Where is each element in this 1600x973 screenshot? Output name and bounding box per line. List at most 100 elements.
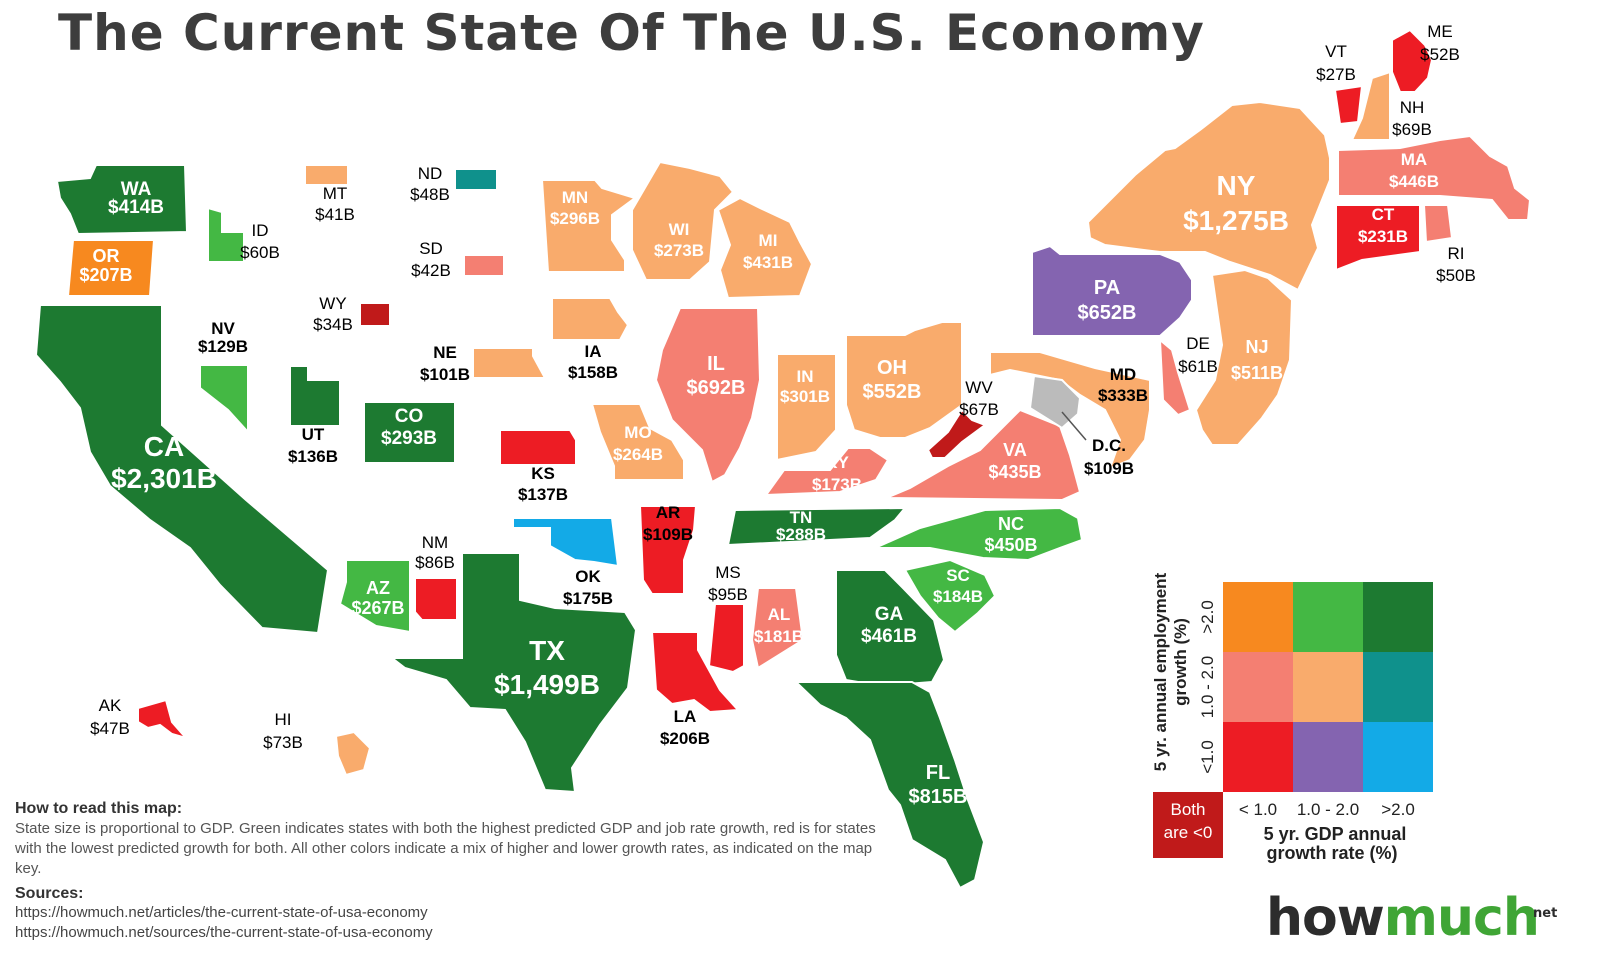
legend-y-tick: >2.0 xyxy=(1198,600,1217,634)
state-shape-nh[interactable] xyxy=(1350,70,1391,141)
state-value-tx: $1,499B xyxy=(494,669,600,700)
state-shape-mi[interactable] xyxy=(716,196,814,300)
legend-x-tick: 1.0 - 2.0 xyxy=(1297,800,1359,819)
state-value-me: $52B xyxy=(1420,45,1460,64)
state-shape-ny[interactable] xyxy=(1086,100,1331,292)
state-shape-ut[interactable] xyxy=(289,365,341,427)
state-value-nd: $48B xyxy=(410,185,450,204)
state-shape-wi[interactable] xyxy=(631,160,735,281)
state-shape-wa[interactable] xyxy=(55,164,189,236)
state-shape-in[interactable] xyxy=(776,353,837,462)
state-shape-mo[interactable] xyxy=(590,403,685,481)
state-value-pa: $652B xyxy=(1078,302,1137,324)
state-shape-tx[interactable] xyxy=(389,552,638,794)
source-link-1[interactable]: https://howmuch.net/articles/the-current… xyxy=(15,904,428,921)
state-code-dc.: D.C. xyxy=(1092,436,1126,455)
state-value-nj: $511B xyxy=(1231,363,1283,383)
state-code-mo: MO xyxy=(624,423,651,442)
state-shape-ga[interactable] xyxy=(835,569,946,688)
state-code-wi: WI xyxy=(669,220,690,239)
state-shape-nd[interactable] xyxy=(454,168,498,191)
state-shape-nv[interactable] xyxy=(199,364,249,435)
state-code-sd: SD xyxy=(419,239,443,258)
legend-x-title-line-2: growth rate (%) xyxy=(1266,843,1397,863)
state-code-mi: MI xyxy=(759,231,778,250)
state-code-il: IL xyxy=(707,353,725,375)
state-shape-id[interactable] xyxy=(207,206,245,263)
state-shape-sd[interactable] xyxy=(463,254,505,277)
state-code-ar: AR xyxy=(656,503,681,522)
state-value-nm: $86B xyxy=(415,553,455,572)
state-shape-mn[interactable] xyxy=(540,179,638,273)
state-value-nh: $69B xyxy=(1392,120,1432,139)
source-link-2[interactable]: https://howmuch.net/sources/the-current-… xyxy=(15,924,433,941)
state-code-co: CO xyxy=(395,406,424,427)
state-shape-az[interactable] xyxy=(338,559,411,634)
state-shape-ri[interactable] xyxy=(1422,204,1454,244)
state-code-ky: KY xyxy=(825,453,849,472)
legend-cell-r1-c0 xyxy=(1223,652,1293,722)
state-shape-md[interactable] xyxy=(989,351,1151,470)
state-code-wy: WY xyxy=(319,294,346,313)
state-value-ar: $109B xyxy=(643,525,693,544)
state-shape-hi[interactable] xyxy=(334,730,372,777)
state-shape-fl[interactable] xyxy=(793,681,986,890)
state-code-ak: AK xyxy=(99,696,122,715)
state-shape-nj[interactable] xyxy=(1194,268,1294,446)
state-code-nh: NH xyxy=(1400,98,1425,117)
state-value-la: $206B xyxy=(660,729,710,748)
state-shape-va[interactable] xyxy=(885,408,1082,502)
state-shape-wy[interactable] xyxy=(359,302,391,327)
state-shape-de[interactable] xyxy=(1158,337,1192,417)
state-shape-tn[interactable] xyxy=(726,506,908,547)
state-shape-al[interactable] xyxy=(750,587,805,670)
state-shape-or[interactable] xyxy=(66,239,156,297)
state-value-ny: $1,275B xyxy=(1183,205,1289,236)
state-shape-ma[interactable] xyxy=(1337,134,1532,221)
legend-y-title-line-1: 5 yr. annual employment xyxy=(1151,572,1170,771)
legend-x-tick: < 1.0 xyxy=(1239,800,1277,819)
state-shape-il[interactable] xyxy=(654,307,762,484)
state-shape-ia[interactable] xyxy=(551,297,630,341)
state-code-wa: WA xyxy=(121,179,152,200)
state-shape-ar[interactable] xyxy=(638,505,698,595)
state-shape-ne[interactable] xyxy=(472,347,547,379)
state-code-mn: MN xyxy=(562,188,588,207)
state-value-ri: $50B xyxy=(1436,266,1476,285)
state-shape-la[interactable] xyxy=(650,631,741,714)
state-shape-pa[interactable] xyxy=(1031,244,1193,337)
state-shape-nm[interactable] xyxy=(414,577,458,621)
state-code-tx: TX xyxy=(529,635,565,666)
state-shape-ky[interactable] xyxy=(763,447,890,497)
state-code-ne: NE xyxy=(433,343,457,362)
map-legend: Both are <0 < 1.0 1.0 - 2.0 >2.0 5 yr. GDP an… xyxy=(1151,572,1433,863)
state-code-ny: NY xyxy=(1217,170,1256,201)
state-shape-wv[interactable] xyxy=(926,408,988,459)
state-shape-me[interactable] xyxy=(1391,28,1434,93)
state-shape-ks[interactable] xyxy=(499,429,577,466)
state-shape-vt[interactable] xyxy=(1333,84,1364,126)
legend-cell-r0-c0 xyxy=(1223,582,1293,652)
state-shape-nc[interactable] xyxy=(874,506,1084,562)
state-shape-dc.[interactable] xyxy=(1028,374,1082,430)
state-shape-co[interactable] xyxy=(363,401,456,464)
state-shape-ct[interactable] xyxy=(1335,204,1421,272)
state-shape-oh[interactable] xyxy=(845,321,963,439)
state-code-nj: NJ xyxy=(1245,337,1268,357)
state-code-ks: KS xyxy=(531,464,555,483)
state-shape-mt[interactable] xyxy=(304,164,349,186)
state-value-ma: $446B xyxy=(1389,172,1439,191)
legend-x-tick: >2.0 xyxy=(1381,800,1415,819)
how-to-read-text: State size is proportional to GDP. Green… xyxy=(15,820,876,877)
state-shape-ok[interactable] xyxy=(512,517,620,568)
state-value-il: $692B xyxy=(687,377,746,399)
state-shape-ca[interactable] xyxy=(34,304,330,635)
state-shape-sc[interactable] xyxy=(903,558,997,634)
state-code-az: AZ xyxy=(366,578,390,598)
how-to-read-heading: How to read this map: xyxy=(15,800,183,817)
state-value-mn: $296B xyxy=(550,209,600,228)
legend-y-tick: 1.0 - 2.0 xyxy=(1198,656,1217,718)
legend-y-title-line-2: growth (%) xyxy=(1171,618,1190,706)
state-shape-ms[interactable] xyxy=(707,603,745,674)
state-shape-ak[interactable] xyxy=(137,698,189,740)
